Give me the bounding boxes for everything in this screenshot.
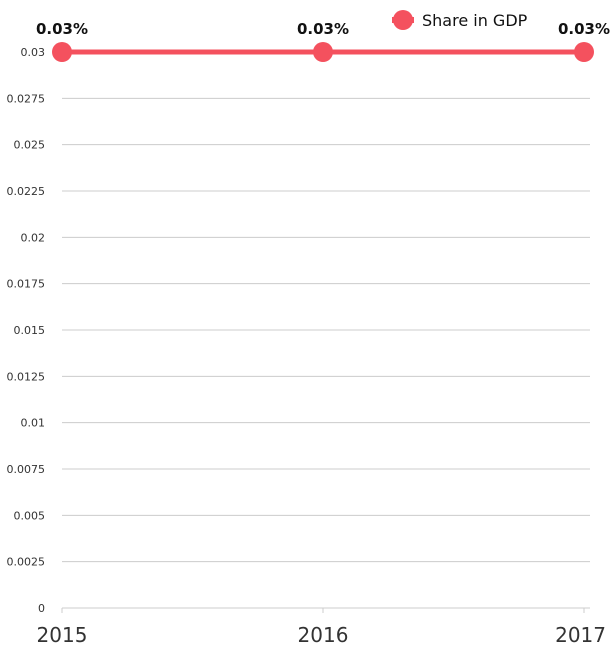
y-tick-label: 0.0075 xyxy=(7,463,46,476)
data-point[interactable] xyxy=(574,42,594,62)
y-tick-label: 0.0225 xyxy=(7,185,46,198)
gridlines xyxy=(62,51,590,563)
data-label: 0.03% xyxy=(36,20,88,38)
legend[interactable]: Share in GDP xyxy=(392,10,528,30)
y-tick-label: 0.0175 xyxy=(7,278,46,291)
data-label: 0.03% xyxy=(297,20,349,38)
x-tick-label: 2016 xyxy=(298,623,349,647)
x-tick-label: 2015 xyxy=(37,623,88,647)
data-point[interactable] xyxy=(52,42,72,62)
x-tick-label: 2017 xyxy=(555,623,606,647)
y-tick-label: 0.005 xyxy=(14,509,46,522)
legend-label: Share in GDP xyxy=(422,11,528,30)
x-axis: 2015 2016 2017 xyxy=(37,607,606,647)
series-share-in-gdp: 0.03% 0.03% 0.03% xyxy=(36,20,610,62)
y-tick-label: 0.0025 xyxy=(7,556,46,569)
data-point[interactable] xyxy=(313,42,333,62)
y-tick-label: 0 xyxy=(38,602,45,615)
legend-marker-swatch xyxy=(393,10,413,30)
y-tick-label: 0.0125 xyxy=(7,370,46,383)
y-axis: 0 0.0025 0.005 0.0075 0.01 0.0125 0.015 0.0175 0… xyxy=(7,46,46,615)
y-tick-label: 0.015 xyxy=(14,324,46,337)
y-tick-label: 0.01 xyxy=(21,417,46,430)
y-tick-label: 0.0275 xyxy=(7,92,46,105)
y-tick-label: 0.025 xyxy=(14,139,46,152)
data-label: 0.03% xyxy=(558,20,610,38)
y-tick-label: 0.02 xyxy=(21,231,46,244)
y-tick-label: 0.03 xyxy=(21,46,46,59)
